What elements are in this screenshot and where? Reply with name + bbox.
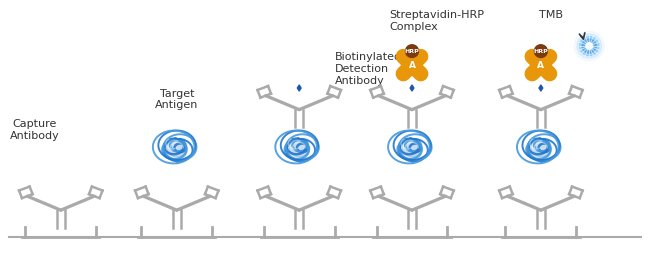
Text: HRP: HRP [404, 49, 419, 54]
Ellipse shape [530, 139, 551, 157]
Ellipse shape [577, 34, 602, 58]
Ellipse shape [574, 31, 604, 61]
Text: A: A [408, 61, 415, 70]
Text: HRP: HRP [534, 49, 548, 54]
Text: Target
Antigen: Target Antigen [155, 89, 198, 110]
Ellipse shape [582, 39, 597, 53]
Ellipse shape [289, 139, 309, 157]
Text: Capture
Antibody: Capture Antibody [10, 119, 60, 141]
Ellipse shape [406, 45, 419, 57]
Text: TMB: TMB [539, 10, 562, 21]
Polygon shape [539, 85, 543, 91]
Text: A: A [538, 61, 545, 70]
Ellipse shape [586, 43, 593, 49]
Ellipse shape [402, 139, 422, 157]
Ellipse shape [584, 41, 595, 52]
Ellipse shape [579, 36, 599, 56]
FancyBboxPatch shape [407, 60, 417, 70]
Text: Biotinylated
Detection
Antibody: Biotinylated Detection Antibody [335, 52, 402, 86]
FancyBboxPatch shape [536, 60, 546, 70]
Ellipse shape [534, 45, 547, 57]
Polygon shape [297, 85, 301, 91]
Polygon shape [410, 85, 414, 91]
Text: Streptavidin-HRP
Complex: Streptavidin-HRP Complex [389, 10, 484, 32]
Ellipse shape [166, 139, 187, 157]
